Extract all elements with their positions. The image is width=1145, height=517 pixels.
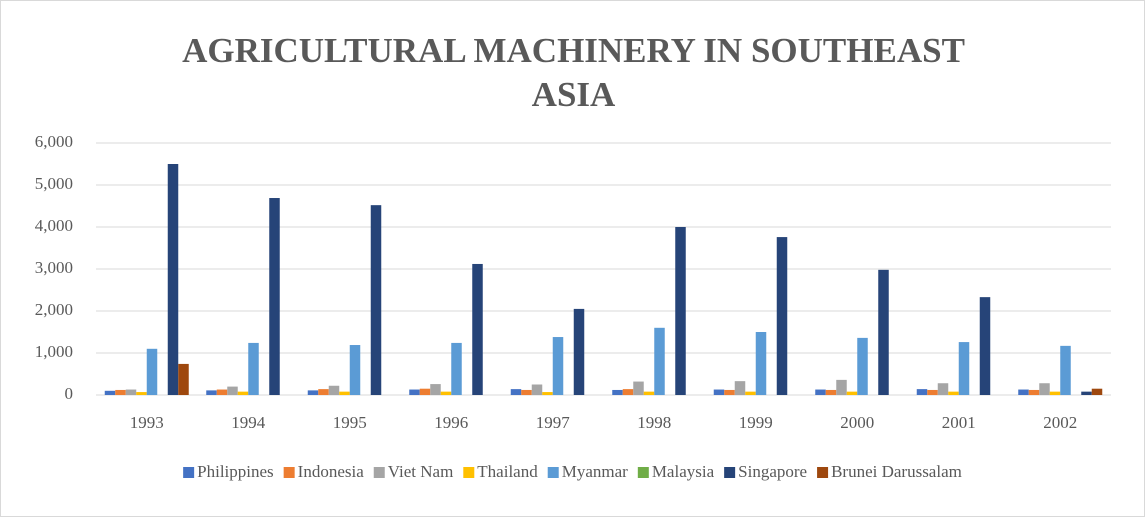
bar	[612, 389, 623, 395]
y-tick-label: 3,000	[35, 258, 73, 277]
bar	[633, 381, 644, 395]
y-tick-label: 5,000	[35, 174, 73, 193]
bar	[339, 391, 350, 395]
bar	[206, 390, 217, 395]
x-tick-label: 1996	[434, 413, 468, 432]
x-tick-label: 2002	[1043, 413, 1077, 432]
bar	[846, 391, 858, 395]
bar	[167, 164, 179, 395]
x-tick-label: 1998	[637, 413, 671, 432]
bar	[745, 391, 756, 395]
y-tick-label: 6,000	[35, 132, 73, 151]
x-tick-label: 1993	[130, 413, 164, 432]
y-tick-label: 4,000	[35, 216, 73, 235]
bar	[125, 389, 137, 395]
bar	[136, 392, 147, 395]
bar	[440, 391, 452, 395]
bar	[654, 327, 665, 395]
bar	[825, 389, 837, 395]
bar	[430, 384, 441, 395]
bar	[552, 337, 564, 395]
bar	[734, 381, 746, 395]
bar	[1018, 389, 1029, 395]
bar	[643, 391, 655, 395]
bar	[328, 385, 340, 395]
x-tick-label: 1997	[536, 413, 571, 432]
legend-label: Singapore	[738, 462, 807, 481]
bar	[542, 392, 553, 395]
bar	[1039, 383, 1050, 395]
bar	[370, 205, 382, 395]
bar	[927, 389, 938, 395]
bar	[269, 198, 280, 395]
bar	[531, 384, 543, 395]
legend-swatch	[817, 467, 829, 478]
legend-swatch	[463, 467, 475, 478]
bar	[472, 263, 483, 395]
bar	[349, 345, 361, 395]
x-tick-label: 1995	[333, 413, 367, 432]
bar	[776, 237, 788, 395]
bar	[227, 386, 238, 395]
bar	[724, 389, 735, 395]
bar	[713, 389, 725, 395]
bar	[622, 389, 634, 395]
legend-swatch	[373, 467, 385, 478]
x-tick-label: 2000	[840, 413, 874, 432]
bar	[419, 388, 431, 395]
bar	[248, 342, 259, 395]
bar	[146, 348, 158, 395]
bar	[178, 363, 189, 395]
bar	[948, 391, 959, 395]
bar	[958, 342, 970, 395]
bar	[409, 389, 420, 395]
bar	[836, 379, 847, 395]
legend-swatch	[637, 467, 649, 478]
legend-label: Viet Nam	[388, 462, 454, 481]
bar	[237, 391, 249, 395]
bar	[307, 390, 319, 395]
legend-swatch	[547, 467, 559, 478]
bar	[979, 297, 991, 395]
bar	[1060, 345, 1071, 395]
bar	[916, 389, 928, 395]
bar	[318, 389, 329, 395]
legend-swatch	[724, 467, 736, 478]
x-tick-label: 2001	[942, 413, 976, 432]
legend-swatch	[183, 467, 195, 478]
bar	[216, 389, 228, 395]
legend-label: Indonesia	[298, 462, 365, 481]
legend-label: Myanmar	[562, 462, 628, 481]
bar	[510, 389, 522, 395]
y-tick-label: 1,000	[35, 342, 73, 361]
legend-swatch	[283, 467, 295, 478]
legend-label: Philippines	[197, 462, 274, 481]
bar	[937, 383, 949, 395]
bar	[115, 389, 126, 395]
y-tick-label: 2,000	[35, 300, 73, 319]
bar	[1049, 391, 1061, 395]
legend-label: Brunei Darussalam	[831, 462, 962, 481]
bar	[521, 389, 532, 395]
bar	[675, 227, 686, 395]
bar	[1091, 388, 1103, 395]
bar	[755, 332, 767, 395]
legend-label: Malaysia	[652, 462, 715, 481]
x-tick-label: 1999	[739, 413, 773, 432]
bar	[815, 389, 826, 395]
x-tick-label: 1994	[231, 413, 266, 432]
legend-label: Thailand	[477, 462, 538, 481]
y-tick-label: 0	[65, 384, 74, 403]
bar	[857, 337, 868, 395]
bar	[1028, 389, 1040, 395]
bar	[1081, 391, 1092, 395]
bar	[573, 308, 585, 395]
legend: Philippines Indonesia Viet Nam Thailand Myan…	[183, 462, 962, 481]
bar	[878, 269, 889, 395]
bar	[451, 342, 462, 395]
bar	[104, 390, 116, 395]
chart-title: AGRICULTURAL MACHINERY IN SOUTHEAST ASIA	[182, 31, 965, 114]
